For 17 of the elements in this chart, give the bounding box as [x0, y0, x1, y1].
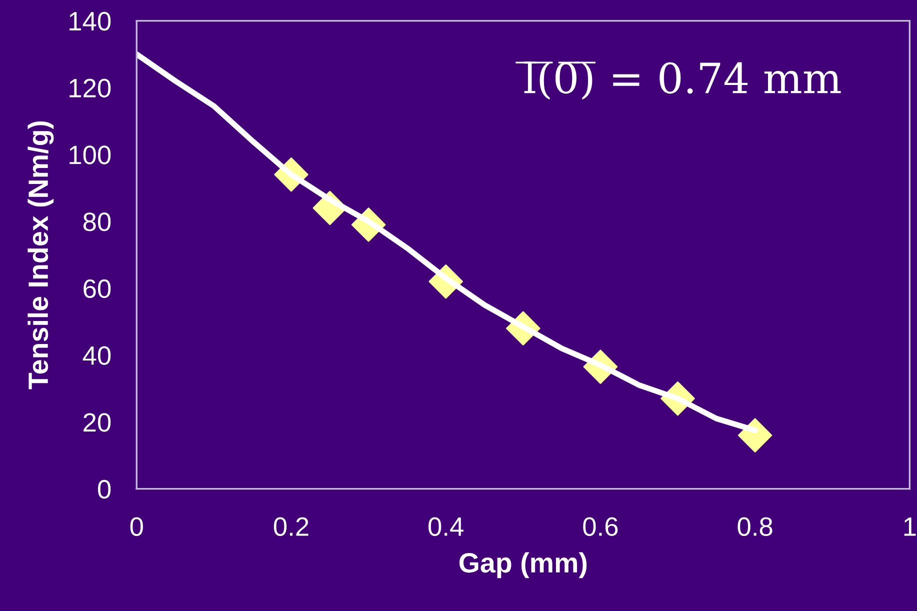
y-tick-label: 80	[83, 212, 111, 232]
y-tick-label: 20	[84, 413, 111, 432]
x-axis-title: Gap (mm)	[459, 552, 587, 578]
x-tick-label: 1	[904, 518, 916, 536]
y-tick-label: 60	[84, 279, 111, 298]
x-tick-label: 0	[130, 517, 143, 536]
y-tick-label: 140	[70, 12, 111, 31]
y-tick-label: 120	[70, 78, 111, 98]
y-tick-label: 0	[98, 480, 111, 499]
x-tick-label: 0.6	[583, 517, 618, 536]
x-tick-label: 0.2	[274, 517, 308, 536]
x-tick-label: 0.8	[738, 517, 772, 536]
y-axis-title: Tensile Index (Nm/g)	[28, 121, 54, 390]
x-tick-label: 0.4	[428, 517, 464, 536]
y-tick-label: 40	[82, 346, 111, 365]
y-tick-label: 100	[70, 146, 111, 164]
annotation: l̅(̅0̅)̅ = 0.74 mm	[516, 61, 841, 100]
